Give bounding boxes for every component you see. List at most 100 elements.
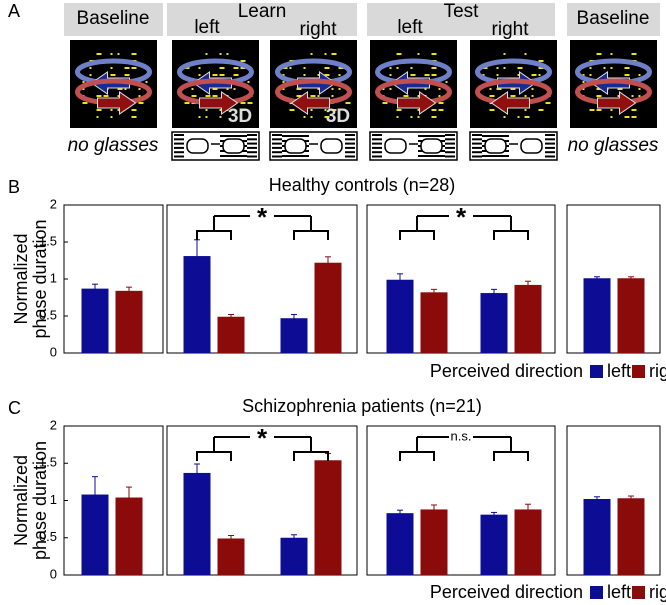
stimulus-dot [631, 109, 637, 111]
stimulus-dot [324, 109, 327, 111]
error-bar [628, 495, 634, 501]
stimulus-dot [582, 74, 585, 76]
glasses-stripe [247, 151, 257, 154]
y-tick-label: 1.5 [39, 233, 57, 248]
stimulus-dot [233, 88, 236, 90]
glasses-stripe [545, 142, 555, 145]
stimulus-dot [410, 67, 413, 69]
bar [115, 290, 143, 353]
glasses-stripe [272, 146, 282, 149]
y-tick-label: 1 [50, 270, 57, 285]
stimulus-dot [212, 88, 218, 90]
error-bar [628, 276, 634, 281]
stimulus-dot [489, 95, 495, 97]
stimulus-dot [138, 88, 141, 90]
error-bar [228, 535, 234, 542]
error-bar [397, 273, 403, 287]
stimulus-dot [503, 67, 506, 69]
stimulus-dot [489, 88, 492, 90]
bracket [293, 437, 329, 461]
bracket [196, 216, 232, 240]
stimulus-dot [510, 95, 516, 97]
stimulus-dot [403, 95, 409, 97]
lens [520, 138, 543, 154]
stimulus-dot [531, 74, 537, 76]
y-tick-label: 1.5 [39, 455, 57, 470]
stimulus-dot [389, 74, 392, 76]
stimulus-dot [247, 81, 250, 83]
stimulus-dot [226, 53, 229, 55]
rotation-arrow [290, 91, 330, 115]
stimulus-dot [617, 95, 620, 97]
rotation-arrow [397, 91, 437, 115]
stimulus-dot [138, 102, 144, 104]
chart-title: Healthy controls (n=28) [269, 175, 456, 195]
plot-frame [63, 204, 164, 354]
stimulus-dot [496, 74, 499, 76]
lens [222, 138, 245, 154]
glasses-stripe [247, 134, 257, 136]
legend-label: right [649, 582, 666, 602]
lens [484, 138, 507, 154]
y-axis-label: phase duration [30, 219, 50, 338]
glasses-icon [171, 131, 260, 161]
stimulus-dot [410, 116, 413, 118]
stimulus-dot [596, 88, 602, 90]
bar [583, 278, 611, 353]
stimulus-dot [438, 95, 441, 97]
stimulus-dot [638, 95, 641, 97]
rotation-arrow [597, 91, 637, 115]
header-text: right [300, 19, 338, 40]
panel-label: A [8, 1, 20, 21]
error-bar [525, 503, 531, 516]
stimulus-dot [184, 102, 190, 104]
y-tick-label: 2 [50, 417, 57, 432]
stimulus-dot [124, 88, 127, 90]
stimulus-dot [531, 95, 534, 97]
stimulus-dot [233, 67, 239, 69]
error-bar [92, 283, 98, 294]
header-text: Learn [238, 1, 287, 22]
plot-frame [566, 425, 661, 576]
stimulus-dot [438, 102, 444, 104]
stimulus-dot [96, 116, 99, 118]
chart-title: Schizophrenia patients (n=21) [242, 396, 482, 416]
stimulus-dot [324, 116, 330, 118]
stimulus-dot [431, 116, 437, 118]
stimulus-dot [617, 88, 623, 90]
glasses-stripe [445, 151, 455, 154]
header-box [64, 3, 163, 36]
stimulus-dot [438, 88, 441, 90]
bar [420, 509, 448, 575]
stimulus-dot [191, 95, 197, 97]
stimulus-dot [131, 67, 137, 69]
glasses-icon [369, 131, 458, 161]
legend-swatch [590, 586, 603, 599]
stimulus-dot [417, 116, 420, 118]
glasses-stripe [472, 151, 482, 154]
bracket [399, 216, 435, 240]
rotation-arrow [490, 91, 530, 115]
stimulus-dot [205, 53, 208, 55]
stimulus-dot [496, 88, 502, 90]
stimulus-image [370, 40, 457, 128]
glasses-stripe [345, 155, 355, 158]
error-bar [431, 504, 437, 515]
stimulus-dot [524, 116, 530, 118]
stimulus-dot [124, 67, 130, 69]
plot-frame [566, 204, 661, 354]
header-box [367, 3, 555, 36]
stimulus-dot [191, 88, 194, 90]
stimulus-dot [582, 81, 585, 83]
y-axis-label: Normalized [11, 233, 31, 324]
y-tick-label: 0 [50, 566, 57, 581]
bar [617, 278, 645, 353]
bar [514, 509, 542, 575]
y-tick-label: 0.5 [39, 529, 57, 544]
stimulus-dot [212, 74, 218, 76]
glasses-stripe [247, 138, 257, 141]
badge-3d: 3D [228, 106, 252, 127]
stimulus-dot [417, 53, 420, 55]
stimulus-dot [240, 60, 246, 62]
